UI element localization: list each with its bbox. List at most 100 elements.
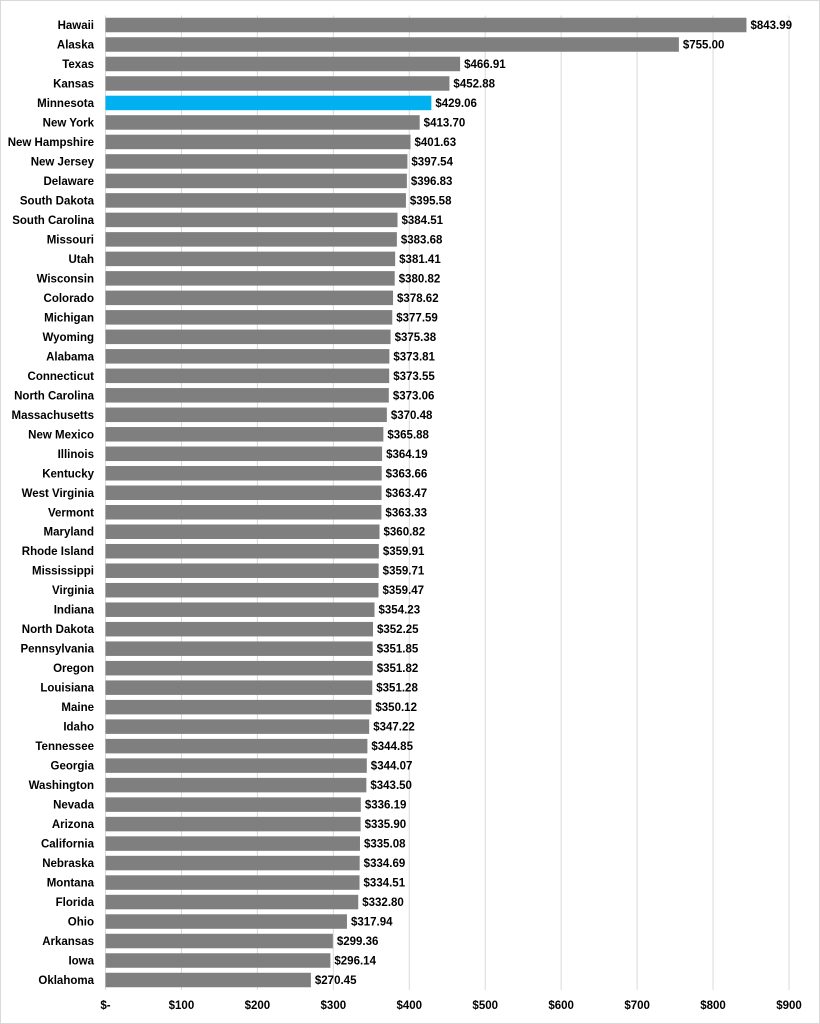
data-label: $299.36 [337,936,379,948]
category-label: Pennsylvania [20,644,94,656]
category-label: North Carolina [14,390,94,402]
data-label: $843.99 [750,20,792,32]
data-label: $375.38 [395,332,437,344]
bar-south-carolina [105,212,398,228]
bar-virginia [105,582,379,598]
category-label: Vermont [48,507,94,519]
category-label: West Virginia [22,488,95,500]
data-label: $363.47 [386,488,428,500]
data-label: $351.85 [377,644,419,656]
category-label: Maine [61,702,94,714]
data-label: $363.66 [386,468,428,480]
bar-texas [105,56,461,72]
bar-iowa [105,953,331,968]
bar-washington [105,777,367,793]
bar-connecticut [105,368,390,384]
bar-nebraska [105,855,360,871]
data-label: $466.91 [464,59,506,71]
bar-oregon [105,660,373,676]
data-label: $383.68 [401,234,443,246]
data-label: $334.51 [364,878,406,890]
bar-idaho [105,719,370,734]
category-label: Washington [29,780,94,792]
bar-tennessee [105,738,368,754]
bar-louisiana [105,680,373,695]
data-label: $396.83 [411,176,453,188]
x-tick-label: $600 [548,1000,574,1012]
category-label: Mississippi [32,566,94,578]
category-label: North Dakota [22,624,95,636]
x-tick-label: $500 [472,1000,498,1012]
x-tick-label: $300 [321,1000,347,1012]
data-label: $401.63 [415,137,457,149]
bar-ohio [105,914,347,929]
category-label: Nevada [53,800,95,812]
data-label: $352.25 [377,624,419,636]
data-label: $351.28 [376,683,418,695]
bar-alabama [105,349,390,364]
category-label: Tennessee [35,741,94,753]
bar-utah [105,251,396,267]
data-label: $363.33 [385,507,427,519]
bar-arkansas [105,933,333,949]
category-label: South Carolina [12,215,94,227]
category-label: Hawaii [58,20,94,32]
category-label: Massachusetts [12,410,94,422]
category-label: Alabama [46,351,95,363]
category-label: New Jersey [31,156,95,168]
category-label: South Dakota [20,195,95,207]
data-label: $378.62 [397,293,439,305]
data-label: $317.94 [351,917,393,929]
category-label: Oregon [53,663,94,675]
data-label: $335.90 [365,819,407,831]
x-tick-label: $900 [776,1000,802,1012]
bar-new-york [105,115,420,130]
data-label: $373.81 [393,351,435,363]
x-tick-label: $100 [169,1000,195,1012]
data-label: $359.71 [383,566,425,578]
bar-minnesota [105,95,432,111]
category-label: Montana [47,878,95,890]
bar-alaska [105,37,679,52]
data-label: $360.82 [384,527,426,539]
category-label: Rhode Island [22,546,94,558]
category-label: California [41,839,95,851]
data-label: $347.22 [373,722,415,734]
bar-maryland [105,524,380,539]
bar-missouri [105,232,397,247]
bar-wisconsin [105,271,395,286]
bar-maine [105,699,372,715]
data-label: $359.91 [383,546,425,558]
data-label: $429.06 [435,98,477,110]
category-label: Michigan [44,312,94,324]
category-label: Kansas [53,78,94,90]
category-label: Delaware [43,176,94,188]
x-tick-label: $800 [700,1000,726,1012]
bar-south-dakota [105,193,406,208]
bar-rhode-island [105,543,379,559]
bar-illinois [105,446,383,462]
data-label: $351.82 [377,663,419,675]
bar-new-hampshire [105,134,411,150]
category-label: Maryland [44,527,95,539]
category-label: Connecticut [28,371,95,383]
bar-hawaii [105,17,747,33]
data-label: $364.19 [386,449,428,461]
data-label: $344.85 [371,741,413,753]
bar-vermont [105,505,382,520]
data-label: $397.54 [411,156,453,168]
data-label: $377.59 [396,312,438,324]
category-label: Iowa [68,956,94,968]
data-label: $373.06 [393,390,435,402]
data-label: $332.80 [362,897,404,909]
bar-pennsylvania [105,641,373,656]
bar-florida [105,894,359,910]
data-label: $354.23 [379,605,421,617]
category-label: Alaska [57,39,95,51]
bar-massachusetts [105,407,387,423]
x-tick-label: $400 [396,1000,422,1012]
data-label: $755.00 [683,39,725,51]
bar-mississippi [105,563,379,578]
bar-delaware [105,173,407,189]
category-label: Minnesota [37,98,94,110]
